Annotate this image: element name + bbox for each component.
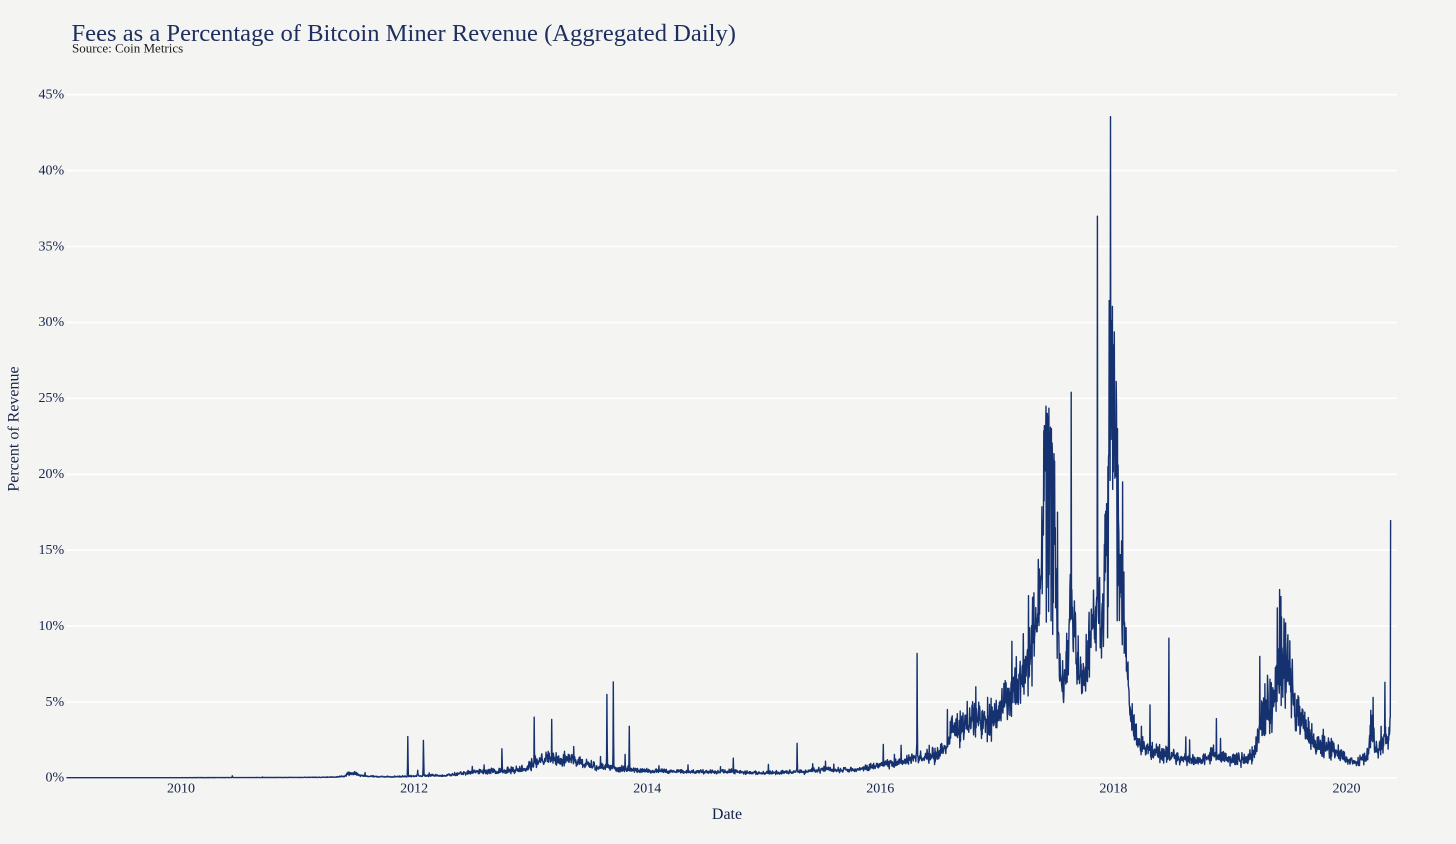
svg-text:5%: 5%: [46, 695, 65, 710]
svg-text:2018: 2018: [1099, 782, 1127, 797]
svg-text:2012: 2012: [400, 782, 428, 797]
svg-text:2014: 2014: [633, 782, 661, 797]
svg-text:Fees as a Percentage of Bitcoi: Fees as a Percentage of Bitcoin Miner Re…: [72, 20, 736, 47]
svg-text:Source: Coin Metrics: Source: Coin Metrics: [72, 40, 183, 55]
svg-text:45%: 45%: [39, 88, 65, 103]
svg-text:15%: 15%: [39, 543, 65, 558]
svg-text:10%: 10%: [39, 619, 65, 634]
svg-text:2010: 2010: [167, 782, 195, 797]
svg-text:30%: 30%: [39, 315, 65, 330]
svg-text:40%: 40%: [39, 163, 65, 178]
svg-text:35%: 35%: [39, 239, 65, 254]
svg-text:Percent of Revenue: Percent of Revenue: [6, 366, 23, 491]
svg-text:Date: Date: [712, 806, 742, 823]
svg-text:2016: 2016: [866, 782, 894, 797]
svg-text:2020: 2020: [1333, 782, 1361, 797]
svg-text:25%: 25%: [39, 391, 65, 406]
svg-text:20%: 20%: [39, 467, 65, 482]
svg-text:0%: 0%: [46, 771, 65, 786]
